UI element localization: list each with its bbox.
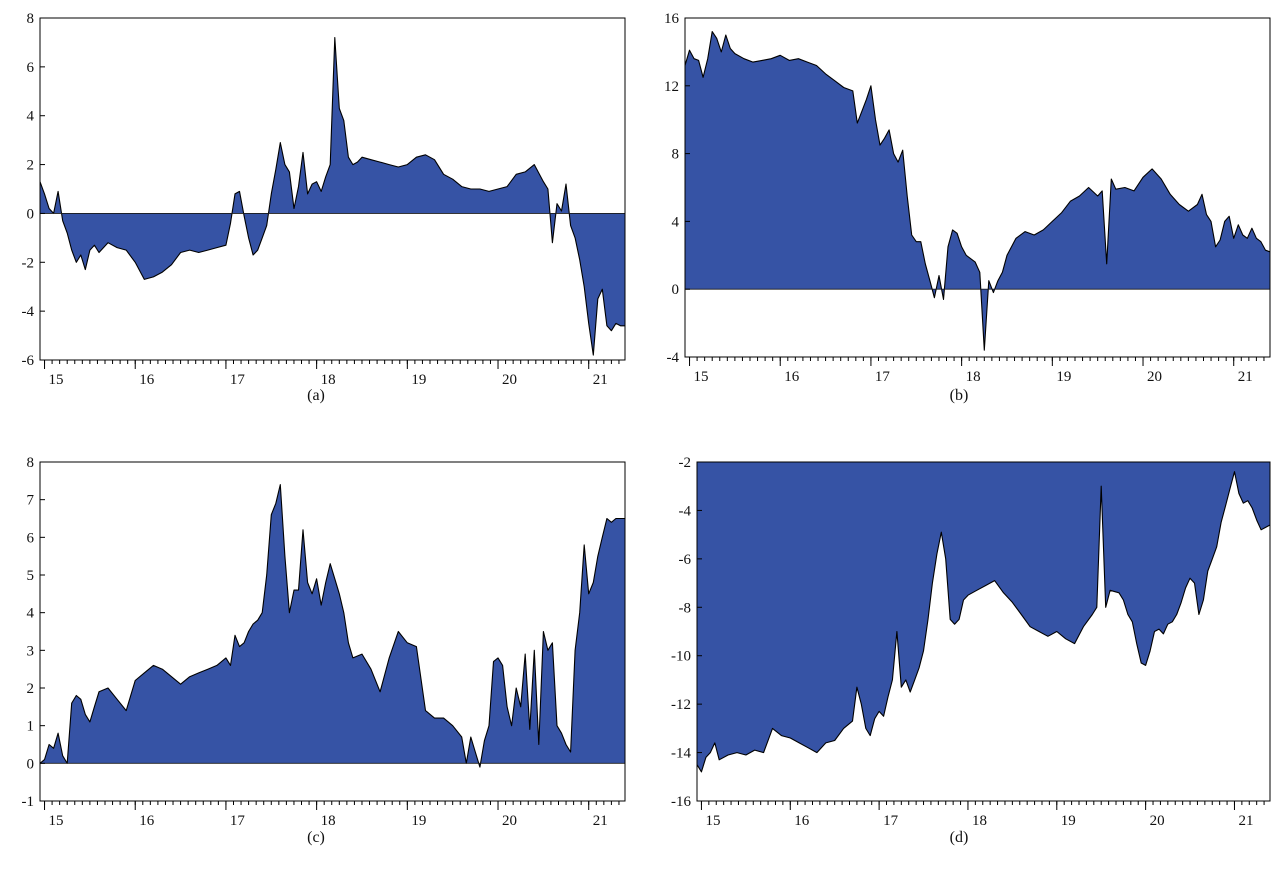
x-tick-label: 15 — [705, 813, 720, 829]
x-tick-label: 18 — [966, 369, 981, 385]
x-tick-label: 18 — [321, 813, 336, 829]
x-tick-label: 17 — [230, 372, 246, 388]
x-tick-label: 19 — [411, 813, 426, 829]
y-tick-label: 3 — [27, 643, 35, 659]
plot-frame — [39, 461, 626, 802]
x-tick-label: 20 — [502, 813, 517, 829]
x-tick-label: 17 — [883, 813, 899, 829]
y-tick-label: -4 — [22, 304, 35, 320]
series-line — [40, 484, 625, 768]
y-tick-label: 8 — [27, 11, 35, 27]
y-tick-label: -2 — [679, 455, 692, 471]
panel-a: -6 -4 -2 0 2 4 6 8 15 16 17 18 19 20 21 (a) — [22, 11, 626, 404]
x-tick-label: 21 — [593, 813, 608, 829]
area-fill — [40, 37, 625, 356]
series-line — [697, 471, 1270, 773]
x-tick-label: 17 — [875, 369, 891, 385]
y-tick-label: -4 — [679, 503, 692, 519]
panel-caption: (a) — [307, 387, 325, 404]
y-tick-label: 6 — [27, 60, 35, 76]
y-tick-label: 16 — [664, 11, 680, 27]
y-tick-label: 2 — [27, 681, 35, 697]
panel-caption: (c) — [307, 829, 325, 846]
y-tick-label: 0 — [27, 206, 35, 222]
y-tick-label: 4 — [27, 606, 35, 622]
panel-caption: (b) — [950, 387, 969, 404]
y-tick-label: -6 — [22, 353, 35, 369]
panel-c: -1 0 1 2 3 4 5 6 7 8 15 16 17 18 19 20 21 (c) — [22, 455, 626, 846]
x-tick-label: 20 — [1150, 813, 1165, 829]
y-tick-label: -4 — [667, 350, 680, 366]
y-tick-label: -2 — [22, 255, 35, 271]
y-tick-label: 8 — [672, 147, 680, 163]
series-line — [685, 31, 1270, 351]
x-tick-label: 19 — [1061, 813, 1076, 829]
plot-frame — [39, 17, 626, 361]
plot-area — [685, 31, 1270, 351]
x-tick-label: 15 — [694, 369, 709, 385]
plot-area — [697, 462, 1270, 773]
panel-d: -16 -14 -12 -10 -8 -6 -4 -2 15 16 17 18 19 20 21 (d) — [671, 455, 1271, 846]
y-tick-label: 4 — [27, 109, 35, 125]
y-tick-label: 12 — [664, 79, 679, 95]
x-tick-label: 16 — [139, 372, 155, 388]
area-fill — [40, 484, 625, 768]
x-tick-label: 18 — [321, 372, 336, 388]
plot-frame — [684, 17, 1271, 358]
area-fill — [685, 31, 1270, 351]
plot-area — [40, 36, 625, 356]
x-tick-label: 16 — [794, 813, 810, 829]
y-tick-label: 8 — [27, 455, 35, 471]
y-tick-label: 0 — [672, 282, 680, 298]
x-tick-label: 15 — [49, 813, 64, 829]
x-tick-label: 21 — [593, 372, 608, 388]
panel-caption: (d) — [950, 829, 969, 846]
area-fill — [697, 462, 1270, 772]
plot-area — [40, 484, 625, 768]
x-tick-label: 19 — [1056, 369, 1071, 385]
y-tick-label: 1 — [27, 719, 35, 735]
x-tick-label: 16 — [139, 813, 155, 829]
x-tick-label: 16 — [784, 369, 800, 385]
y-tick-label: 0 — [27, 756, 35, 772]
y-tick-label: 4 — [672, 214, 680, 230]
plot-frame — [696, 461, 1271, 802]
x-tick-label: 15 — [49, 372, 64, 388]
x-tick-label: 20 — [1147, 369, 1162, 385]
series-line — [40, 36, 625, 356]
panel-b: -4 0 4 8 12 16 15 16 17 18 19 20 21 (b) — [664, 11, 1271, 404]
y-tick-label: 5 — [27, 568, 35, 584]
x-tick-label: 19 — [411, 372, 426, 388]
x-tick-label: 20 — [502, 372, 517, 388]
y-tick-label: -14 — [671, 746, 691, 762]
x-tick-label: 17 — [230, 813, 246, 829]
y-tick-label: 6 — [27, 530, 35, 546]
y-tick-label: -16 — [671, 794, 691, 810]
x-tick-label: 18 — [972, 813, 987, 829]
y-tick-label: 7 — [27, 493, 35, 509]
y-tick-label: -8 — [679, 600, 692, 616]
x-tick-label: 21 — [1238, 813, 1253, 829]
y-tick-label: -10 — [671, 649, 691, 665]
x-tick-label: 21 — [1238, 369, 1253, 385]
y-tick-label: -6 — [679, 552, 692, 568]
y-tick-label: -1 — [22, 794, 35, 810]
y-tick-label: 2 — [27, 158, 35, 174]
y-tick-label: -12 — [671, 697, 691, 713]
